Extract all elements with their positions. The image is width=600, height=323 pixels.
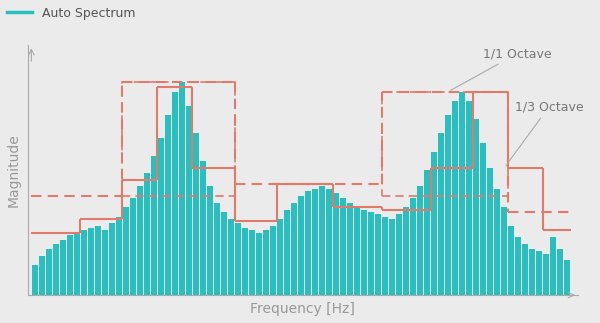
Bar [158, 138, 164, 295]
Bar [376, 214, 381, 295]
Bar [466, 101, 472, 295]
Bar [242, 228, 248, 295]
Bar [122, 82, 235, 196]
Bar [515, 237, 521, 295]
Bar [221, 212, 227, 295]
Bar [565, 260, 570, 295]
Bar [550, 237, 556, 295]
Bar [130, 198, 136, 295]
Bar [397, 214, 402, 295]
Bar [165, 115, 171, 295]
Bar [361, 210, 367, 295]
Bar [67, 235, 73, 295]
Bar [277, 219, 283, 295]
Bar [502, 207, 507, 295]
Bar [340, 198, 346, 295]
Bar [235, 224, 241, 295]
X-axis label: Frequency [Hz]: Frequency [Hz] [250, 302, 355, 316]
Bar [186, 106, 192, 295]
Bar [263, 230, 269, 295]
Bar [270, 226, 276, 295]
Bar [60, 240, 66, 295]
Bar [151, 156, 157, 295]
Bar [460, 92, 465, 295]
Bar [207, 186, 213, 295]
Bar [102, 230, 108, 295]
Bar [382, 216, 388, 295]
Bar [298, 196, 304, 295]
Bar [39, 256, 44, 295]
Bar [368, 212, 374, 295]
Bar [389, 219, 395, 295]
Bar [95, 226, 101, 295]
Bar [74, 233, 80, 295]
Text: 1/1 Octave: 1/1 Octave [451, 47, 552, 90]
Bar [137, 186, 143, 295]
Bar [46, 249, 52, 295]
Bar [32, 265, 38, 295]
Bar [88, 228, 94, 295]
Y-axis label: Magnitude: Magnitude [7, 133, 21, 207]
Bar [445, 115, 451, 295]
Bar [424, 170, 430, 295]
Legend: Auto Spectrum: Auto Spectrum [7, 7, 135, 20]
Bar [452, 101, 458, 295]
Bar [193, 133, 199, 295]
Bar [172, 92, 178, 295]
Bar [333, 193, 339, 295]
Bar [557, 249, 563, 295]
Bar [382, 92, 508, 196]
Bar [284, 210, 290, 295]
Bar [347, 203, 353, 295]
Bar [291, 203, 297, 295]
Bar [312, 189, 318, 295]
Bar [109, 224, 115, 295]
Bar [228, 219, 234, 295]
Bar [403, 207, 409, 295]
Bar [81, 230, 87, 295]
Bar [544, 254, 549, 295]
Bar [523, 244, 528, 295]
Bar [410, 198, 416, 295]
Bar [319, 186, 325, 295]
Bar [326, 189, 332, 295]
Text: 1/3 Octave: 1/3 Octave [506, 100, 583, 166]
Bar [418, 186, 423, 295]
Bar [473, 120, 479, 295]
Bar [481, 142, 486, 295]
Bar [53, 244, 59, 295]
Bar [256, 233, 262, 295]
Bar [144, 172, 150, 295]
Bar [487, 168, 493, 295]
Bar [249, 230, 255, 295]
Bar [123, 207, 129, 295]
Bar [116, 216, 122, 295]
Bar [305, 191, 311, 295]
Bar [439, 133, 444, 295]
Bar [179, 82, 185, 295]
Bar [214, 203, 220, 295]
Bar [431, 152, 437, 295]
Bar [508, 226, 514, 295]
Bar [354, 207, 360, 295]
Bar [200, 161, 206, 295]
Bar [529, 249, 535, 295]
Bar [494, 189, 500, 295]
Bar [536, 251, 542, 295]
